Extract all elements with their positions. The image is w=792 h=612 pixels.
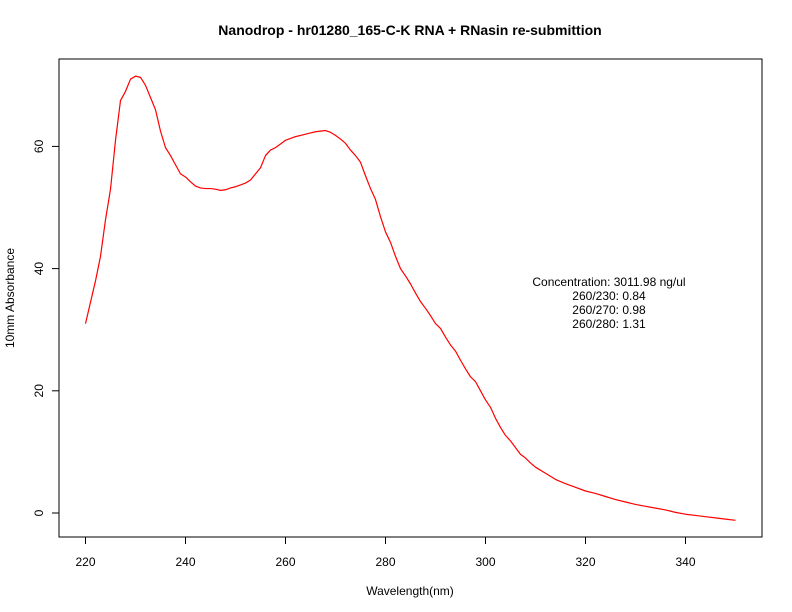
y-tick-label: 0 <box>32 509 46 516</box>
x-tick-label: 260 <box>275 555 295 569</box>
series-layer <box>84 75 736 521</box>
x-tick-label: 280 <box>375 555 395 569</box>
annotation-ratio-260-270: 260/270: 0.98 <box>572 303 646 317</box>
x-tick-label: 220 <box>75 555 95 569</box>
y-tick-label: 40 <box>32 262 46 276</box>
y-tick-label: 60 <box>32 139 46 153</box>
annotation-concentration: Concentration: 3011.98 ng/ul <box>532 275 685 289</box>
x-tick-label: 340 <box>675 555 695 569</box>
measurement-annotations: Concentration: 3011.98 ng/ul 260/230: 0.… <box>532 275 685 331</box>
annotation-ratio-260-230: 260/230: 0.84 <box>572 289 646 303</box>
x-tick-label: 300 <box>475 555 495 569</box>
x-tick-label: 320 <box>575 555 595 569</box>
y-axis: 0 20 40 60 <box>32 139 60 516</box>
x-tick-label: 240 <box>175 555 195 569</box>
x-axis-label: Wavelength(nm) <box>366 584 454 598</box>
x-axis: 220 240 260 280 300 320 340 <box>75 536 696 569</box>
annotation-ratio-260-280: 260/280: 1.31 <box>572 317 646 331</box>
y-tick-label: 20 <box>32 384 46 398</box>
plot-frame <box>58 58 763 538</box>
y-axis-label: 10mm Absorbance <box>3 248 17 348</box>
series-line-0 <box>84 75 736 521</box>
chart-title: Nanodrop - hr01280_165-C-K RNA + RNasin … <box>218 22 601 38</box>
